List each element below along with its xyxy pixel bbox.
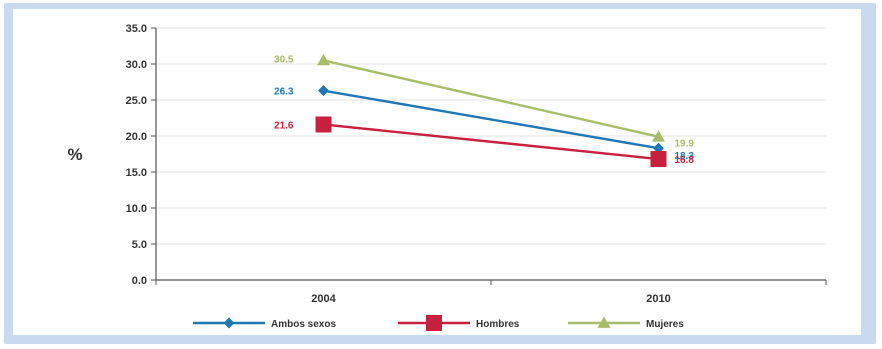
data-point — [315, 116, 332, 133]
series-line — [323, 123, 659, 161]
data-label: 16.8 — [675, 155, 695, 166]
y-tick-label: 10.0 — [126, 203, 147, 215]
data-labels: 26.3 18.3 21.6 16.8 30.5 19.9 — [274, 54, 694, 166]
y-tick-label: 15.0 — [126, 167, 147, 179]
series-line — [323, 59, 659, 138]
y-tick-label: 0.0 — [132, 275, 147, 287]
x-tick-label: 2010 — [646, 293, 670, 305]
legend-label: Ambos sexos — [271, 319, 336, 330]
data-point — [652, 130, 665, 142]
y-tick-label: 20.0 — [126, 131, 147, 143]
data-label: 26.3 — [274, 87, 294, 98]
legend-label: Mujeres — [646, 319, 684, 330]
x-tick-label: 2004 — [311, 293, 336, 305]
data-point — [650, 151, 667, 168]
y-tick-label: 30.0 — [126, 59, 147, 71]
data-point — [317, 53, 330, 66]
y-axis-label: % — [67, 145, 82, 164]
data-label: 30.5 — [274, 54, 294, 65]
axes: 0.0 5.0 10.0 15.0 20.0 25.0 30.0 35.0 2004 2010 — [126, 23, 827, 305]
y-tick-label: 35.0 — [126, 23, 147, 35]
data-point — [653, 142, 664, 154]
y-tick-label: 25.0 — [126, 95, 147, 107]
series-line — [323, 89, 659, 150]
series-lines — [315, 53, 667, 168]
legend-marker — [597, 316, 611, 328]
y-tick-label: 5.0 — [132, 239, 147, 251]
data-label: 19.9 — [675, 139, 695, 150]
data-label: 18.3 — [675, 151, 695, 162]
data-label: 21.6 — [274, 120, 294, 131]
legend-marker — [426, 315, 442, 331]
legend-label: Hombres — [476, 319, 520, 330]
legend: Ambos sexos Hombres Mujeres — [193, 315, 684, 331]
grid-lines — [156, 27, 826, 245]
data-point — [318, 85, 329, 97]
legend-marker — [223, 317, 235, 329]
